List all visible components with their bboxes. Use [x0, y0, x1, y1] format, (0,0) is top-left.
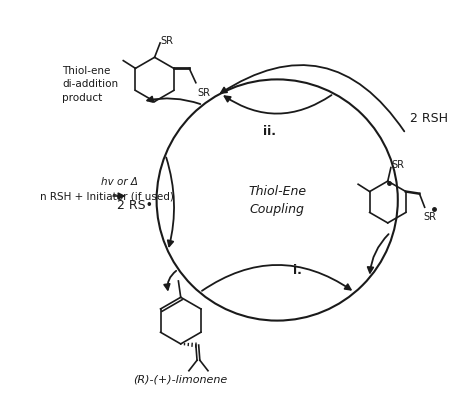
Text: ii.: ii.	[263, 124, 276, 137]
Text: (R)-(+)-limonene: (R)-(+)-limonene	[134, 374, 228, 384]
Text: n RSH + Initiator (if used): n RSH + Initiator (if used)	[40, 192, 174, 201]
Text: SR: SR	[160, 36, 173, 45]
Text: Thiol-Ene
Coupling: Thiol-Ene Coupling	[248, 185, 306, 216]
Text: hv or Δ: hv or Δ	[101, 176, 138, 186]
Text: 2 RSH: 2 RSH	[410, 112, 448, 125]
Text: Thiol-ene
di-addition
product: Thiol-ene di-addition product	[62, 66, 118, 102]
Text: SR: SR	[197, 88, 210, 98]
Text: SR: SR	[424, 212, 437, 222]
Text: SR: SR	[391, 160, 404, 170]
Text: 2 RS•: 2 RS•	[117, 198, 153, 211]
Text: i.: i.	[293, 264, 302, 277]
